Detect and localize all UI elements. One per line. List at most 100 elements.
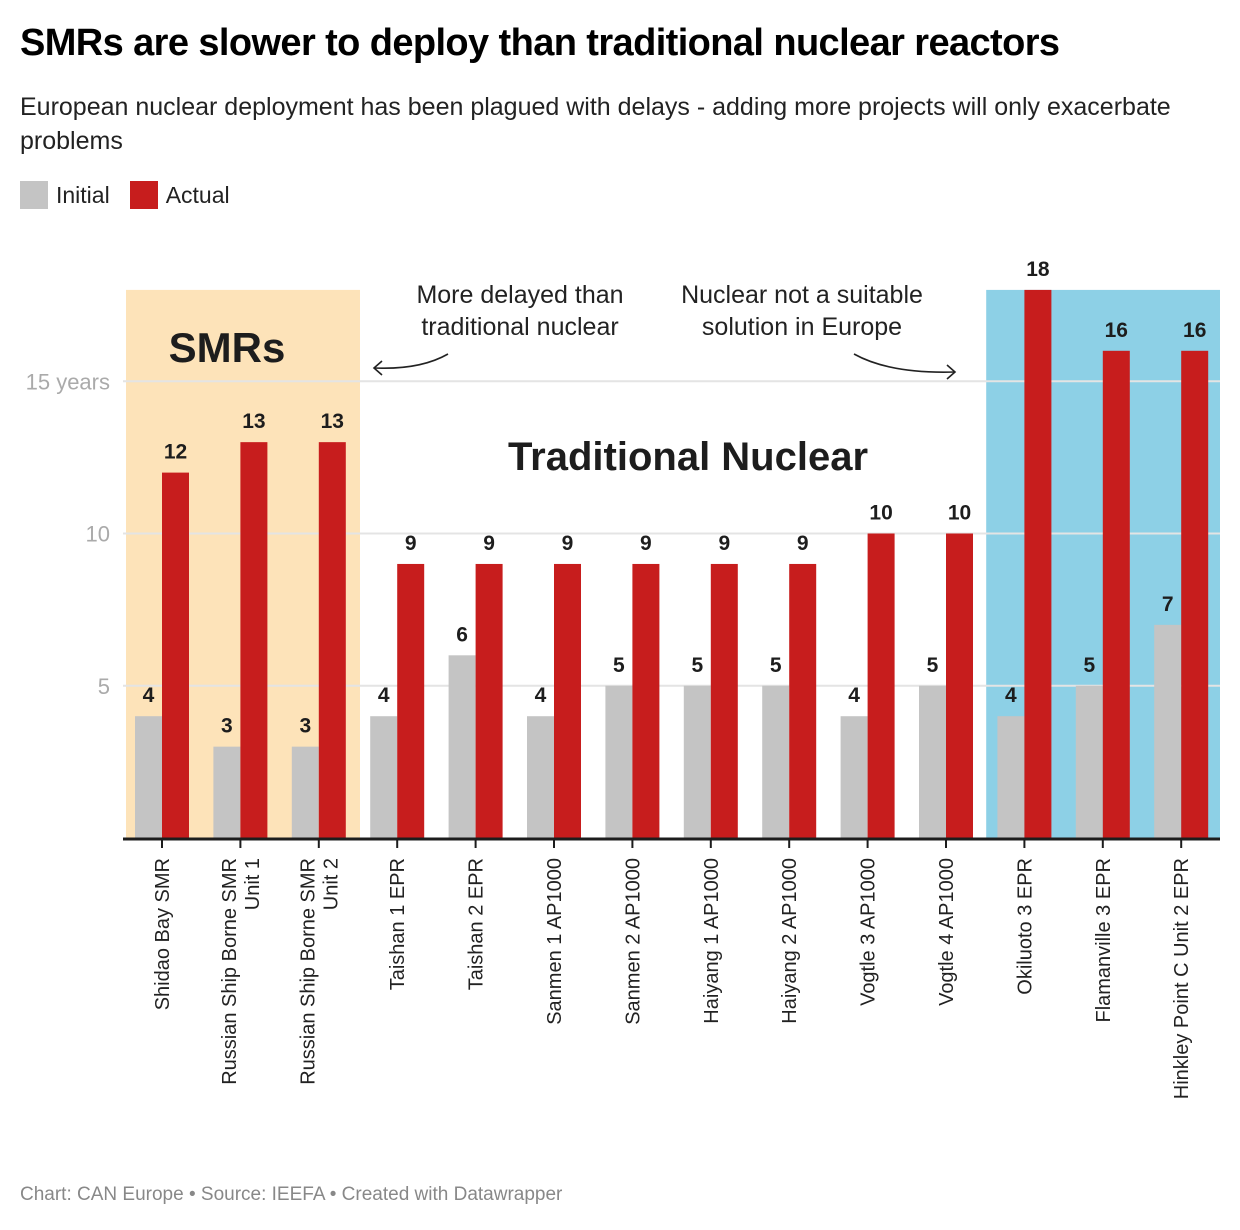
region-bands xyxy=(126,289,1220,838)
category-label-line: Shidao Bay SMR xyxy=(152,858,174,1010)
chart-subtitle: European nuclear deployment has been pla… xyxy=(20,93,1171,155)
category-label-line: Russian Ship Borne SMR xyxy=(219,858,241,1085)
value-label-actual: 9 xyxy=(797,532,809,555)
value-label-actual: 16 xyxy=(1183,319,1206,342)
value-label-initial: 4 xyxy=(1005,684,1017,707)
value-label-initial: 5 xyxy=(770,654,782,677)
value-label-actual: 13 xyxy=(321,410,344,433)
arrow-right-icon xyxy=(853,353,956,373)
bar-initial xyxy=(840,716,868,838)
value-label-initial: 4 xyxy=(535,684,547,707)
category-label-line: Sanmen 1 AP1000 xyxy=(544,858,566,1025)
category-label-line: Flamanville 3 EPR xyxy=(1093,858,1115,1023)
value-label-actual: 10 xyxy=(948,502,971,525)
bar-actual xyxy=(1024,289,1052,838)
value-label-initial: 4 xyxy=(143,684,155,707)
x-axis xyxy=(123,837,1220,848)
legend-swatch-initial xyxy=(20,181,48,209)
bar-initial xyxy=(1154,624,1182,838)
category-label-line: Okiluoto 3 EPR xyxy=(1014,858,1036,995)
category-label: Shidao Bay SMR xyxy=(152,858,174,1010)
value-label-initial: 5 xyxy=(691,654,703,677)
value-label-actual: 16 xyxy=(1105,319,1128,342)
category-label: Vogtle 3 AP1000 xyxy=(858,858,880,1006)
bar-actual xyxy=(554,563,581,838)
annotation-text-smr: traditional nuclear xyxy=(421,313,618,341)
category-label-line: Vogtle 3 AP1000 xyxy=(858,858,880,1006)
arrowhead-right-icon xyxy=(946,364,957,380)
value-label-actual: 9 xyxy=(640,532,652,555)
category-label: Okiluoto 3 EPR xyxy=(1014,858,1036,995)
value-label-actual: 9 xyxy=(562,532,574,555)
legend-item-initial[interactable]: Initial xyxy=(20,181,110,209)
category-label: Haiyang 2 AP1000 xyxy=(779,858,801,1024)
value-label-initial: 5 xyxy=(927,654,939,677)
value-label-actual: 13 xyxy=(242,410,265,433)
chart-footer: Chart: CAN Europe • Source: IEEFA • Crea… xyxy=(20,1184,563,1205)
value-label-initial: 7 xyxy=(1162,593,1174,616)
value-label-initial: 4 xyxy=(378,684,390,707)
bar-initial xyxy=(1075,685,1103,838)
bar-initial xyxy=(213,746,241,838)
legend: Initial Actual xyxy=(20,181,230,209)
legend-swatch-actual xyxy=(129,181,158,209)
bar-actual xyxy=(397,563,425,838)
category-label: Flamanville 3 EPR xyxy=(1093,858,1115,1023)
bar-initial xyxy=(605,685,633,838)
legend-label-initial: Initial xyxy=(56,181,110,208)
value-label-actual: 9 xyxy=(483,532,495,555)
bar-actual xyxy=(789,563,817,838)
annotation-text-europe: Nuclear not a suitable xyxy=(681,281,923,309)
bar-initial xyxy=(762,685,790,838)
bars xyxy=(135,289,1209,838)
value-label-actual: 9 xyxy=(718,532,730,555)
category-label: Sanmen 2 AP1000 xyxy=(622,858,644,1025)
category-label: Hinkley Point C Unit 2 EPR xyxy=(1171,858,1193,1099)
value-label-actual: 18 xyxy=(1026,258,1050,281)
category-label-line: Unit 2 xyxy=(320,858,342,910)
bar-initial xyxy=(135,716,162,838)
value-label-initial: 5 xyxy=(1083,654,1095,677)
category-label: Sanmen 1 AP1000 xyxy=(544,858,566,1025)
value-label-actual: 10 xyxy=(869,502,892,525)
bar-actual xyxy=(240,442,268,838)
category-label-line: Vogtle 4 AP1000 xyxy=(936,858,958,1006)
bar-actual xyxy=(318,442,346,838)
value-label-initial: 4 xyxy=(848,684,860,707)
arrowhead-left-icon xyxy=(372,360,383,376)
bar-initial xyxy=(683,685,711,838)
category-label: Russian Ship Borne SMR Unit 2 xyxy=(297,858,342,1085)
legend-label-actual: Actual xyxy=(165,181,230,208)
bar-initial xyxy=(527,716,554,838)
bar-actual xyxy=(162,472,189,838)
region-labels: SMRs Traditional Nuclear xyxy=(169,324,868,479)
value-label-actual: 9 xyxy=(405,532,417,555)
category-label: Vogtle 4 AP1000 xyxy=(936,858,958,1006)
category-label-line: Haiyang 1 AP1000 xyxy=(701,858,723,1024)
bar-initial xyxy=(997,716,1025,838)
bar-initial xyxy=(919,685,946,838)
arrow-left-icon xyxy=(373,353,449,370)
chart-title: SMRs are slower to deploy than tradition… xyxy=(20,22,1060,64)
category-label-line: Taishan 2 EPR xyxy=(466,858,488,990)
legend-item-actual[interactable]: Actual xyxy=(129,181,230,209)
category-label: Taishan 2 EPR xyxy=(466,858,488,990)
category-label-line: Unit 1 xyxy=(242,858,264,910)
annotation-text-smr: More delayed than xyxy=(416,281,623,309)
value-label-initial: 5 xyxy=(613,654,625,677)
region-label-smr: SMRs xyxy=(169,324,286,371)
y-tick-label: 10 xyxy=(86,522,110,547)
y-tick-label: 15 years xyxy=(26,369,110,394)
bar-actual xyxy=(946,533,973,838)
value-label-actual: 12 xyxy=(164,441,187,464)
value-label-initial: 3 xyxy=(221,715,233,738)
value-label-initial: 3 xyxy=(299,715,311,738)
bar-actual xyxy=(1102,350,1130,838)
bar-actual xyxy=(867,533,895,838)
category-label-line: Sanmen 2 AP1000 xyxy=(622,858,644,1025)
category-label: Taishan 1 EPR xyxy=(387,858,409,990)
y-tick-label: 5 xyxy=(98,674,110,699)
category-label-line: Hinkley Point C Unit 2 EPR xyxy=(1171,858,1193,1099)
annotations: More delayed than traditional nuclear Nucl… xyxy=(372,281,957,380)
